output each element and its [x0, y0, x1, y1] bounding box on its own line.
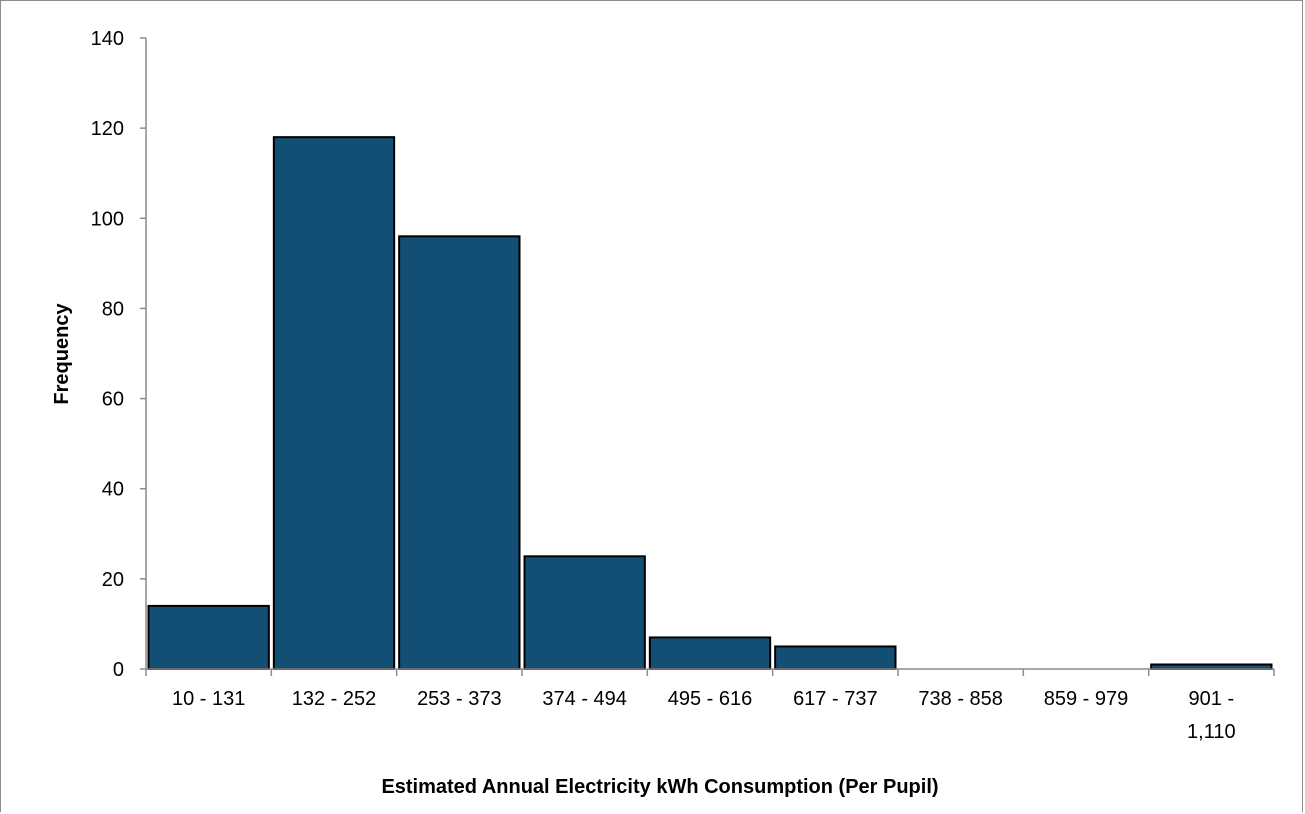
x-tick-label: 617 - 737 — [793, 688, 878, 710]
y-tick-label: 120 — [91, 118, 124, 140]
x-tick-label: 859 - 979 — [1044, 688, 1129, 710]
bar — [648, 636, 772, 671]
x-tick-label: 738 - 858 — [918, 688, 1003, 710]
bar — [774, 645, 897, 671]
bar — [523, 555, 646, 670]
x-tick-labels: 10 - 131 132 - 252 253 - 373 374 - 494 495 -… — [172, 688, 1236, 743]
y-axis-title: Frequency — [51, 303, 73, 405]
y-tick-label: 140 — [91, 28, 124, 50]
y-tick-labels: 0 20 40 60 80 100 120 140 — [91, 28, 124, 681]
bar — [398, 235, 521, 670]
y-tick-label: 60 — [102, 389, 124, 411]
y-tick-label: 80 — [102, 298, 124, 320]
y-tick-label: 100 — [91, 208, 124, 230]
bar — [272, 136, 396, 670]
y-tick-label: 0 — [113, 659, 124, 681]
bar — [147, 604, 270, 671]
x-tick-label: 10 - 131 — [172, 688, 245, 710]
x-tick-label: 495 - 616 — [668, 688, 753, 710]
x-axis-title: Estimated Annual Electricity kWh Consump… — [381, 776, 938, 798]
bars-group — [147, 136, 1273, 671]
x-tick-label: 374 - 494 — [542, 688, 627, 710]
x-tick-label: 253 - 373 — [417, 688, 502, 710]
axes-group — [140, 37, 1275, 676]
x-tick-label: 901 -1,110 — [1187, 688, 1236, 743]
x-tick-label: 132 - 252 — [292, 688, 377, 710]
y-tick-label: 20 — [102, 569, 124, 591]
y-tick-label: 40 — [102, 479, 124, 501]
